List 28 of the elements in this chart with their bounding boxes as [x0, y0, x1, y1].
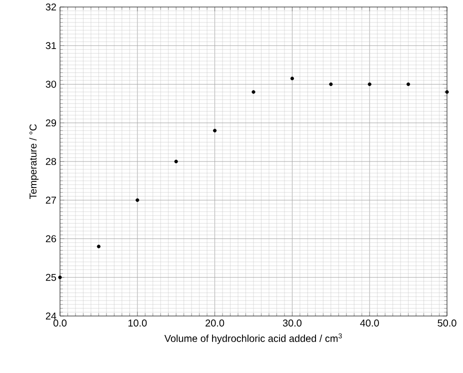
y-tick-label: 24: [46, 312, 56, 320]
point: [252, 90, 256, 94]
point: [174, 160, 178, 164]
point: [290, 76, 294, 80]
y-tick-label: 28: [46, 158, 56, 166]
point: [136, 198, 140, 202]
point: [368, 82, 372, 86]
point: [445, 90, 449, 94]
x-tick-label: 20.0: [206, 320, 224, 327]
y-tick-label: 31: [46, 42, 56, 50]
point: [96, 244, 100, 248]
y-tick-label: 29: [46, 119, 56, 126]
y-tick-label: 26: [46, 235, 56, 242]
x-tick-label: 10.0: [128, 320, 147, 327]
y-axis-title: Temperature / °C: [29, 124, 39, 199]
point: [58, 276, 62, 280]
point: [213, 128, 217, 132]
y-tick-label: 27: [46, 196, 56, 204]
x-tick-label: 0.0: [53, 320, 67, 327]
y-tick-label: 32: [46, 3, 56, 11]
x-tick-label: 30.0: [282, 320, 302, 327]
point: [329, 82, 333, 86]
y-tick-label: 25: [46, 274, 56, 281]
x-tick-label: 50.0: [438, 320, 456, 327]
y-tick-label: 30: [46, 80, 56, 88]
x-axis-title: Volume of hydrochloric acid added / cm$^{3}$: [164, 333, 342, 344]
point: [406, 82, 410, 86]
x-tick-label: 40.0: [360, 320, 379, 327]
